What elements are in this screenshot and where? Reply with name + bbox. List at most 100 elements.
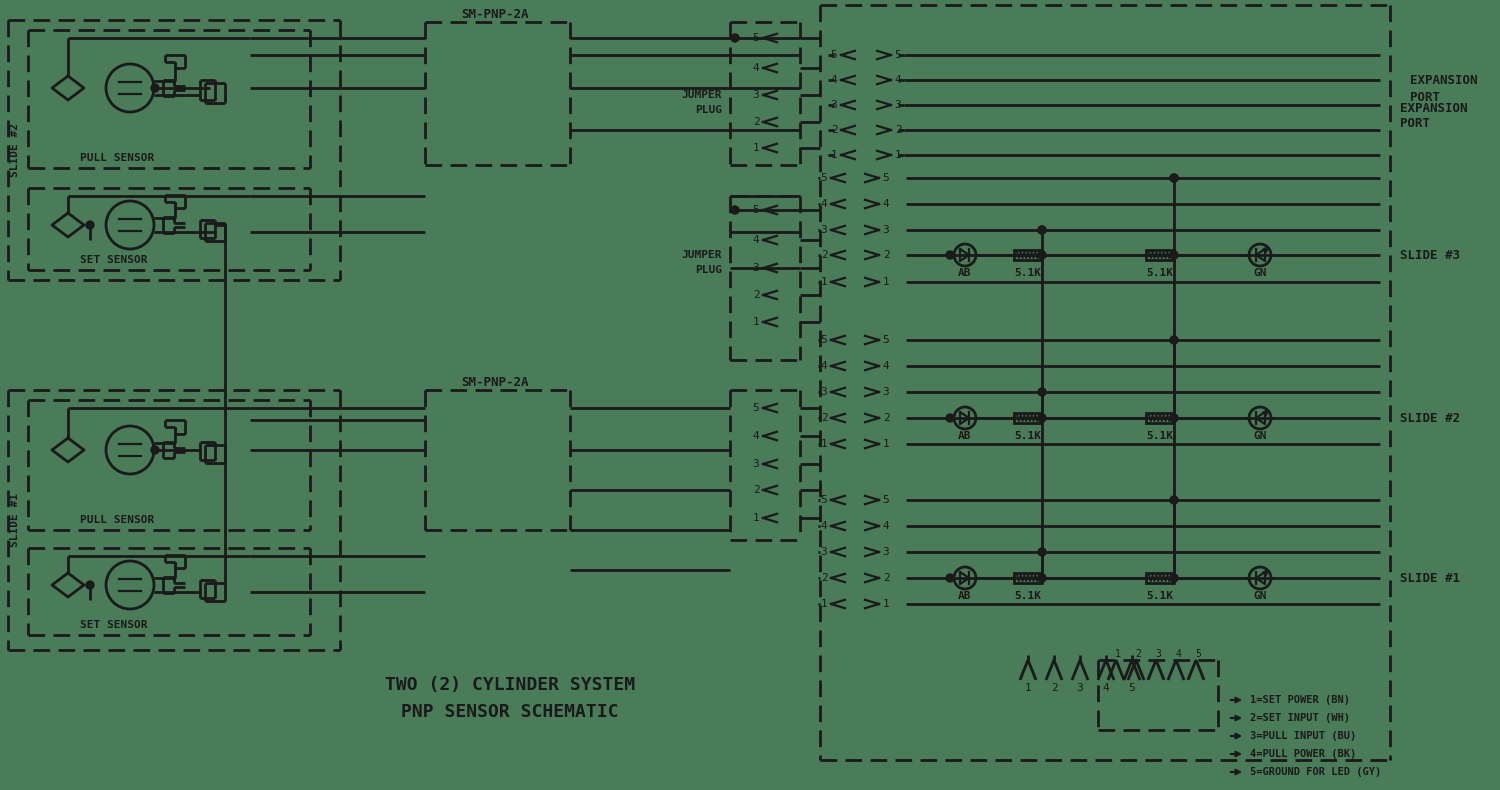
Text: 5: 5 — [1196, 649, 1202, 659]
Text: 1: 1 — [753, 317, 759, 327]
Circle shape — [730, 34, 740, 42]
Circle shape — [1038, 414, 1046, 422]
Text: 5.1K: 5.1K — [1014, 268, 1041, 278]
Circle shape — [1170, 174, 1178, 182]
Text: 3: 3 — [894, 100, 902, 110]
Circle shape — [1170, 414, 1178, 422]
Text: SET SENSOR: SET SENSOR — [80, 620, 147, 630]
Text: GN: GN — [1254, 268, 1266, 278]
Text: 3: 3 — [1077, 683, 1083, 693]
Text: 4: 4 — [882, 361, 890, 371]
Text: 5.1K: 5.1K — [1146, 268, 1173, 278]
Bar — [1014, 413, 1042, 423]
Text: 3: 3 — [831, 100, 837, 110]
Bar — [1146, 250, 1174, 260]
Text: 1: 1 — [753, 143, 759, 153]
Text: 4: 4 — [1102, 683, 1110, 693]
Text: PULL SENSOR: PULL SENSOR — [80, 153, 154, 163]
Text: 5: 5 — [821, 495, 828, 505]
Text: AB: AB — [958, 591, 972, 601]
Circle shape — [1038, 574, 1046, 582]
Circle shape — [152, 446, 159, 454]
Text: 3: 3 — [882, 225, 890, 235]
Text: 2: 2 — [1050, 683, 1058, 693]
Text: SLIDE #3: SLIDE #3 — [1400, 249, 1460, 261]
Circle shape — [946, 574, 954, 582]
Text: 5=GROUND FOR LED (GY): 5=GROUND FOR LED (GY) — [1250, 767, 1382, 777]
Text: SLIDE #1: SLIDE #1 — [1400, 571, 1460, 585]
Circle shape — [1038, 251, 1046, 259]
Text: 5: 5 — [753, 33, 759, 43]
Text: 2: 2 — [821, 413, 828, 423]
Text: 1: 1 — [831, 150, 837, 160]
Text: 1: 1 — [1024, 683, 1032, 693]
Text: 5: 5 — [821, 335, 828, 345]
Text: 1=SET POWER (BN): 1=SET POWER (BN) — [1250, 695, 1350, 705]
Circle shape — [152, 84, 159, 92]
Text: 2: 2 — [753, 290, 759, 300]
Circle shape — [730, 206, 740, 214]
Text: 5: 5 — [882, 173, 890, 183]
Circle shape — [86, 221, 94, 229]
Text: PLUG: PLUG — [694, 265, 721, 275]
Text: 3=PULL INPUT (BU): 3=PULL INPUT (BU) — [1250, 731, 1356, 741]
Text: 5.1K: 5.1K — [1014, 591, 1041, 601]
Text: PNP SENSOR SCHEMATIC: PNP SENSOR SCHEMATIC — [402, 703, 618, 721]
Text: 2: 2 — [753, 485, 759, 495]
Circle shape — [946, 414, 954, 422]
Circle shape — [1170, 174, 1178, 182]
Text: 1: 1 — [894, 150, 902, 160]
Text: AB: AB — [958, 431, 972, 441]
Text: 5: 5 — [1128, 683, 1136, 693]
Text: 3: 3 — [753, 263, 759, 273]
Text: 3: 3 — [882, 387, 890, 397]
Text: 5: 5 — [894, 50, 902, 60]
Text: 3: 3 — [1155, 649, 1161, 659]
Text: SM-PNP-2A: SM-PNP-2A — [462, 375, 528, 389]
Circle shape — [1170, 574, 1178, 582]
Text: PORT: PORT — [1410, 91, 1440, 103]
Text: SLIDE #2: SLIDE #2 — [10, 123, 20, 177]
Circle shape — [1170, 336, 1178, 344]
Text: 2: 2 — [882, 573, 890, 583]
Text: 5: 5 — [882, 335, 890, 345]
Text: 1: 1 — [821, 277, 828, 287]
Text: 1: 1 — [882, 439, 890, 449]
Text: 5.1K: 5.1K — [1146, 431, 1173, 441]
Text: 4=PULL POWER (BK): 4=PULL POWER (BK) — [1250, 749, 1356, 759]
Text: 4: 4 — [1174, 649, 1180, 659]
Text: PORT: PORT — [1400, 116, 1429, 130]
Text: 1: 1 — [821, 599, 828, 609]
Text: 2: 2 — [894, 125, 902, 135]
Text: 4: 4 — [821, 199, 828, 209]
Circle shape — [1038, 548, 1046, 556]
Text: 4: 4 — [882, 199, 890, 209]
Circle shape — [1038, 226, 1046, 234]
Text: 1: 1 — [882, 277, 890, 287]
Circle shape — [946, 251, 954, 259]
Text: SLIDE #1: SLIDE #1 — [10, 493, 20, 547]
Circle shape — [86, 581, 94, 589]
Text: 3: 3 — [753, 459, 759, 469]
Text: JUMPER: JUMPER — [681, 90, 722, 100]
Text: 5.1K: 5.1K — [1014, 431, 1041, 441]
Text: 2: 2 — [882, 250, 890, 260]
Text: 2: 2 — [821, 573, 828, 583]
Text: 2: 2 — [882, 413, 890, 423]
Circle shape — [1038, 388, 1046, 396]
Text: 4: 4 — [831, 75, 837, 85]
Bar — [1146, 413, 1174, 423]
Text: 5: 5 — [882, 495, 890, 505]
Bar — [1014, 573, 1042, 583]
Bar — [1146, 573, 1174, 583]
Text: 1: 1 — [1114, 649, 1120, 659]
Text: JUMPER: JUMPER — [681, 250, 722, 260]
Text: EXPANSION: EXPANSION — [1410, 73, 1478, 86]
Text: AB: AB — [958, 268, 972, 278]
Text: SET SENSOR: SET SENSOR — [80, 255, 147, 265]
Text: 4: 4 — [821, 521, 828, 531]
Text: 4: 4 — [821, 361, 828, 371]
Text: 5: 5 — [831, 50, 837, 60]
Text: 2: 2 — [753, 117, 759, 127]
Text: 1: 1 — [821, 439, 828, 449]
